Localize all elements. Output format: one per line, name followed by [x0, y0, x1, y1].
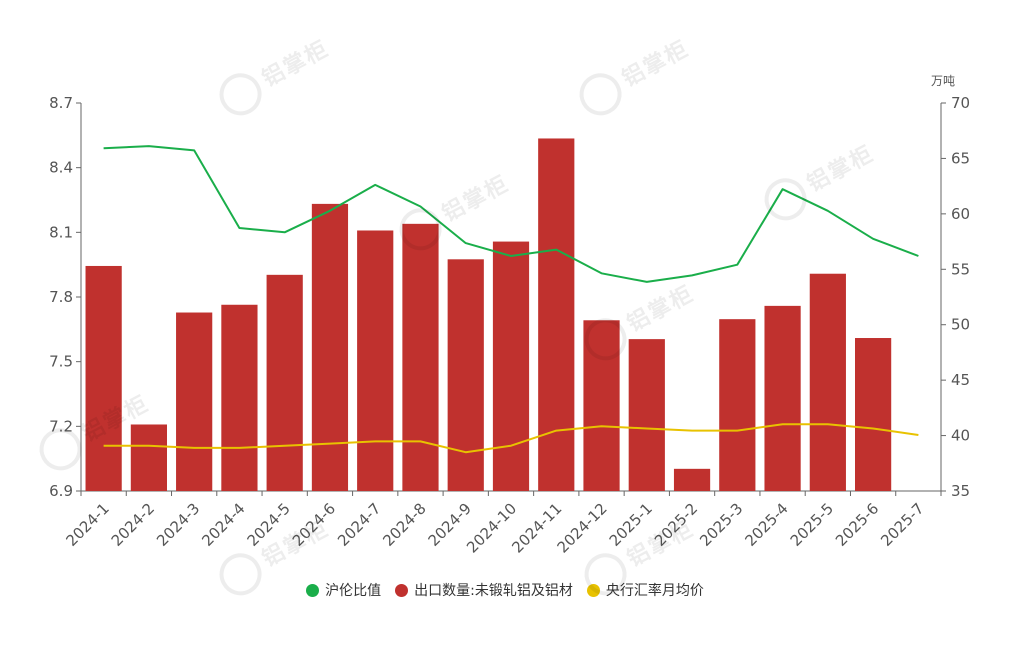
- bar-export-2025-6: [855, 338, 892, 491]
- line-ratio: [103, 145, 919, 283]
- legend-item-fx[interactable]: 央行汇率月均价: [586, 580, 704, 600]
- x-tick-label: 2025-5: [787, 499, 837, 549]
- bar-export-2025-3: [719, 319, 756, 491]
- left-tick-label: 8.1: [49, 223, 73, 241]
- legend-item-ratio[interactable]: 沪伦比值: [306, 580, 381, 600]
- left-tick-label: 6.9: [49, 482, 73, 500]
- right-tick-label: 65: [951, 149, 970, 167]
- legend-dot-fx: [586, 583, 600, 597]
- left-tick-label: 7.5: [49, 353, 73, 371]
- line-series: [103, 145, 919, 454]
- legend: 沪伦比值 出口数量:未锻轧铝及铝材 央行汇率月均价: [0, 580, 1010, 600]
- x-tick-label: 2025-3: [696, 499, 746, 549]
- x-tick-label: 2024-2: [108, 499, 158, 549]
- left-tick-label: 7.2: [49, 417, 73, 435]
- right-tick-label: 40: [951, 427, 970, 445]
- legend-label-export: 出口数量:未锻轧铝及铝材: [414, 583, 573, 599]
- right-tick-label: 55: [951, 260, 970, 278]
- legend-dot-ratio: [306, 583, 320, 597]
- x-tick-label: 2024-7: [334, 499, 384, 549]
- x-tick-label: 2025-1: [606, 499, 656, 549]
- bar-export-2024-2: [130, 424, 167, 491]
- bar-export-2024-3: [176, 312, 213, 491]
- line-fx: [103, 423, 919, 454]
- right-tick-label: 60: [951, 205, 970, 223]
- bar-export-2024-1: [85, 265, 122, 491]
- legend-dot-export: [395, 583, 409, 597]
- chart: 6.9 7.2 7.5 7.8 8.1 8.4 8.7 35 40 45 50 55 60 65 70 万吨 2…: [49, 74, 970, 557]
- bar-export-2024-5: [266, 274, 303, 491]
- left-tick-label: 7.8: [49, 288, 73, 306]
- bar-export-2024-11: [538, 138, 575, 491]
- bar-export-2025-2: [673, 468, 711, 491]
- left-tick-label: 8.7: [49, 94, 73, 112]
- x-tick-label: 2025-4: [741, 499, 791, 549]
- x-tick-label: 2024-12: [554, 499, 611, 556]
- bar-export-2024-7: [357, 230, 394, 491]
- bar-export-2024-4: [221, 304, 258, 491]
- x-tick-label: 2024-4: [198, 499, 248, 549]
- left-tick-label: 8.4: [49, 159, 73, 177]
- right-tick-label: 50: [951, 316, 970, 334]
- x-tick-label: 2025-7: [877, 499, 927, 549]
- bar-export-2024-12: [583, 320, 620, 491]
- x-tick-label: 2024-1: [63, 499, 113, 549]
- bar-export-2025-1: [628, 339, 665, 491]
- bar-export-2024-6: [311, 203, 349, 491]
- right-axis-unit: 万吨: [931, 74, 955, 88]
- x-tick-label: 2024-3: [153, 499, 203, 549]
- right-tick-label: 35: [951, 482, 970, 500]
- legend-label-fx: 央行汇率月均价: [605, 583, 704, 599]
- right-tick-label: 70: [951, 94, 970, 112]
- x-tick-label: 2024-5: [244, 499, 294, 549]
- bar-export-2024-9: [447, 259, 484, 491]
- right-tick-label: 45: [951, 371, 970, 389]
- x-tick-label: 2025-6: [832, 499, 882, 549]
- x-tick-label: 2024-6: [289, 499, 339, 549]
- x-tick-label: 2024-8: [379, 499, 429, 549]
- bar-export-2025-4: [764, 305, 801, 491]
- legend-item-export[interactable]: 出口数量:未锻轧铝及铝材: [395, 580, 573, 600]
- legend-label-ratio: 沪伦比值: [325, 583, 382, 599]
- bar-export-2024-8: [402, 223, 439, 491]
- bar-export-2025-5: [809, 273, 846, 491]
- bar-export-2024-10: [492, 241, 530, 491]
- bar-series: [85, 138, 892, 491]
- x-tick-label: 2025-2: [651, 499, 701, 549]
